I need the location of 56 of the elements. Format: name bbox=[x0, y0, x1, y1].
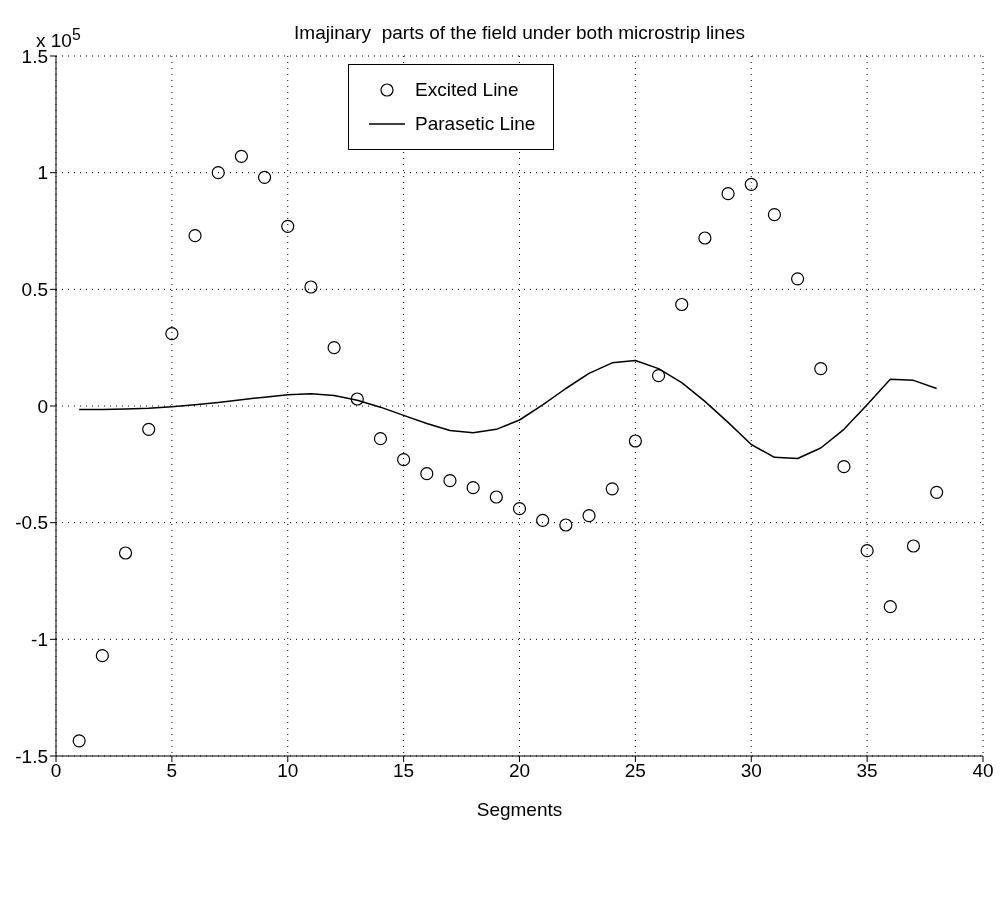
point bbox=[489, 490, 503, 504]
point bbox=[512, 502, 527, 516]
point bbox=[698, 231, 712, 245]
y-tick-label: -0.5 bbox=[15, 512, 48, 534]
point bbox=[95, 649, 109, 663]
point bbox=[165, 327, 179, 341]
point bbox=[234, 149, 248, 163]
point bbox=[420, 467, 434, 481]
point bbox=[397, 453, 411, 467]
point bbox=[814, 362, 828, 376]
point bbox=[466, 481, 480, 495]
x-tick-label: 35 bbox=[856, 760, 878, 782]
x-tick-label: 20 bbox=[508, 760, 531, 782]
point bbox=[443, 474, 457, 488]
point bbox=[930, 485, 944, 499]
point bbox=[72, 734, 86, 748]
x-tick-label: 30 bbox=[740, 760, 762, 782]
point bbox=[906, 539, 921, 553]
point bbox=[651, 369, 666, 383]
point bbox=[860, 544, 874, 558]
y-tick-label: 0.5 bbox=[21, 279, 48, 301]
x-tick-label: 40 bbox=[972, 760, 994, 782]
point bbox=[536, 513, 550, 527]
point bbox=[582, 509, 596, 523]
point bbox=[605, 482, 619, 496]
point bbox=[327, 341, 341, 355]
point bbox=[118, 546, 133, 560]
legend-label: Parasetic Line bbox=[415, 113, 536, 135]
chart-title: Imajinary parts of the field under both microstrip lines bbox=[294, 22, 745, 43]
point bbox=[837, 460, 851, 474]
point bbox=[883, 600, 897, 614]
point bbox=[142, 422, 156, 436]
y-tick-label: -1.5 bbox=[15, 745, 48, 767]
point bbox=[188, 229, 202, 243]
point bbox=[304, 280, 318, 294]
point bbox=[791, 272, 805, 286]
x-tick-label: 5 bbox=[166, 760, 178, 782]
point bbox=[373, 432, 388, 446]
y-tick-label: -1 bbox=[31, 629, 48, 651]
point bbox=[281, 219, 295, 233]
point bbox=[721, 187, 735, 201]
legend-label: Excited Line bbox=[415, 79, 519, 101]
x-tick-label: 10 bbox=[277, 760, 299, 782]
point bbox=[211, 166, 225, 180]
point bbox=[350, 392, 364, 406]
point bbox=[675, 297, 689, 312]
y-tick-label: 1 bbox=[37, 162, 48, 184]
point bbox=[559, 518, 573, 532]
x-tick-label: 15 bbox=[393, 760, 415, 782]
point bbox=[257, 170, 272, 184]
x-tick-label: 25 bbox=[624, 760, 646, 782]
x-axis-title: Segments bbox=[476, 799, 563, 820]
point bbox=[628, 434, 642, 448]
point bbox=[767, 208, 782, 222]
y-tick-label: 0 bbox=[37, 395, 48, 417]
point bbox=[744, 177, 758, 191]
